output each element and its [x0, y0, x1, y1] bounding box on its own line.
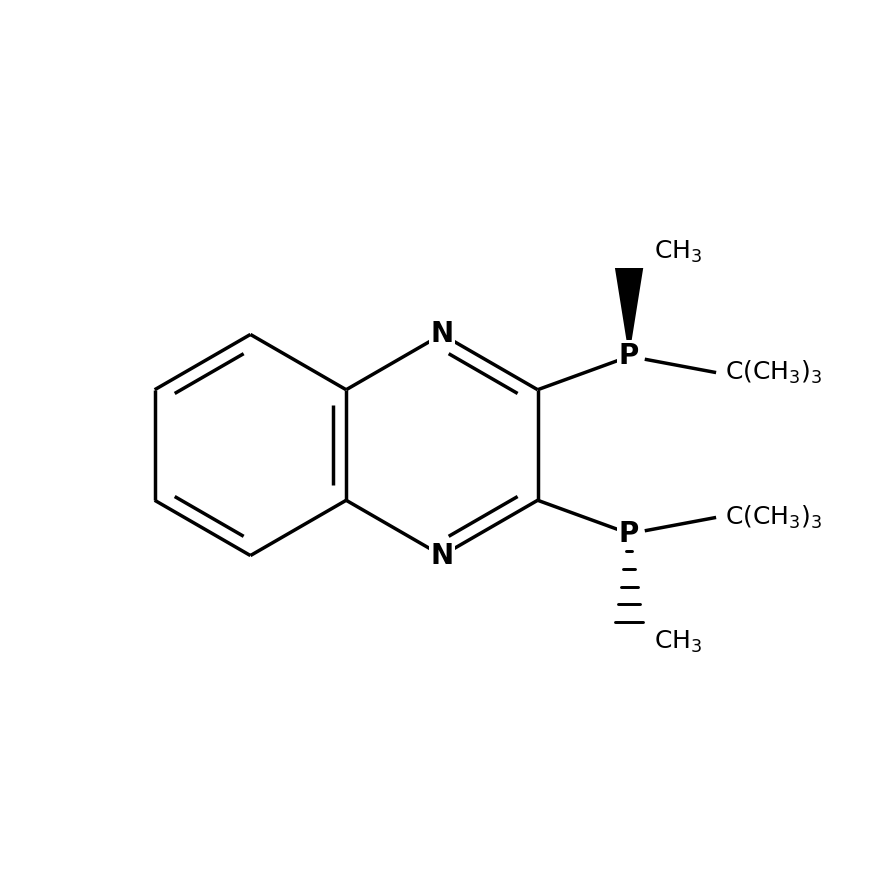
Text: P: P [619, 343, 639, 370]
Text: CH$_3$: CH$_3$ [654, 628, 702, 654]
Text: CH$_3$: CH$_3$ [654, 239, 702, 265]
Text: P: P [619, 520, 639, 547]
Text: C(CH$_3$)$_3$: C(CH$_3$)$_3$ [725, 359, 822, 386]
Text: C(CH$_3$)$_3$: C(CH$_3$)$_3$ [725, 504, 822, 531]
Polygon shape [615, 268, 643, 357]
Text: N: N [431, 320, 454, 349]
Text: N: N [431, 541, 454, 570]
